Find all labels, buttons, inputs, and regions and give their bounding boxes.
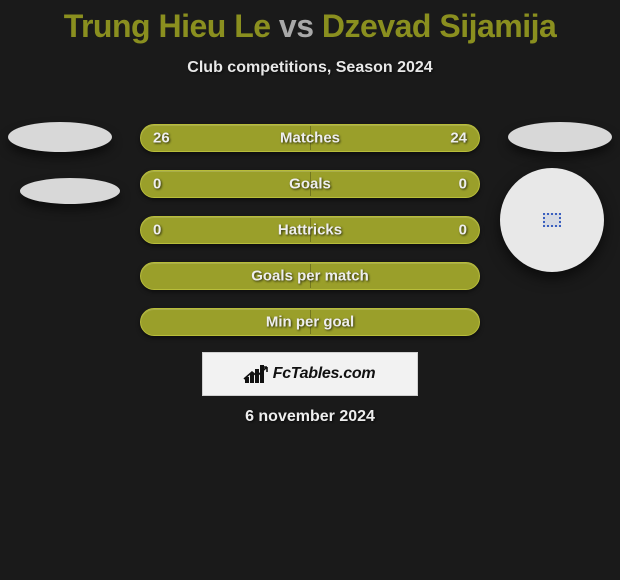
- player2-avatar-circle: [500, 168, 604, 272]
- player2-name: Dzevad Sijamija: [322, 8, 556, 44]
- comparison-bars: 26 Matches 24 0 Goals 0 0 Hattricks 0 Go…: [140, 124, 480, 354]
- stat-row-min-per-goal: Min per goal: [140, 308, 480, 336]
- stat-row-goals-per-match: Goals per match: [140, 262, 480, 290]
- player2-avatar-top-ellipse: [508, 122, 612, 152]
- stat-row-hattricks: 0 Hattricks 0: [140, 216, 480, 244]
- page-title: Trung Hieu Le vs Dzevad Sijamija: [0, 0, 620, 45]
- stat-left-value: 0: [153, 222, 161, 239]
- watermark-logo: FcTables.com: [202, 352, 418, 396]
- player1-avatar-top-ellipse: [8, 122, 112, 152]
- stat-left-value: 0: [153, 176, 161, 193]
- player1-name: Trung Hieu Le: [64, 8, 271, 44]
- watermark-text: FcTables.com: [273, 365, 376, 383]
- stat-right-value: 0: [459, 176, 467, 193]
- stat-label: Matches: [280, 130, 340, 147]
- date-text: 6 november 2024: [0, 408, 620, 426]
- chart-arrow-icon: [245, 365, 267, 383]
- stat-label: Min per goal: [266, 314, 354, 331]
- stat-row-goals: 0 Goals 0: [140, 170, 480, 198]
- stat-label: Hattricks: [278, 222, 342, 239]
- player1-avatar-bottom-ellipse: [20, 178, 120, 204]
- stat-label: Goals: [289, 176, 331, 193]
- stat-label: Goals per match: [251, 268, 369, 285]
- vs-text: vs: [279, 8, 314, 44]
- stat-right-value: 24: [450, 130, 467, 147]
- stat-row-matches: 26 Matches 24: [140, 124, 480, 152]
- subtitle: Club competitions, Season 2024: [0, 59, 620, 77]
- placeholder-icon: [543, 213, 561, 227]
- stat-left-value: 26: [153, 130, 170, 147]
- stat-right-value: 0: [459, 222, 467, 239]
